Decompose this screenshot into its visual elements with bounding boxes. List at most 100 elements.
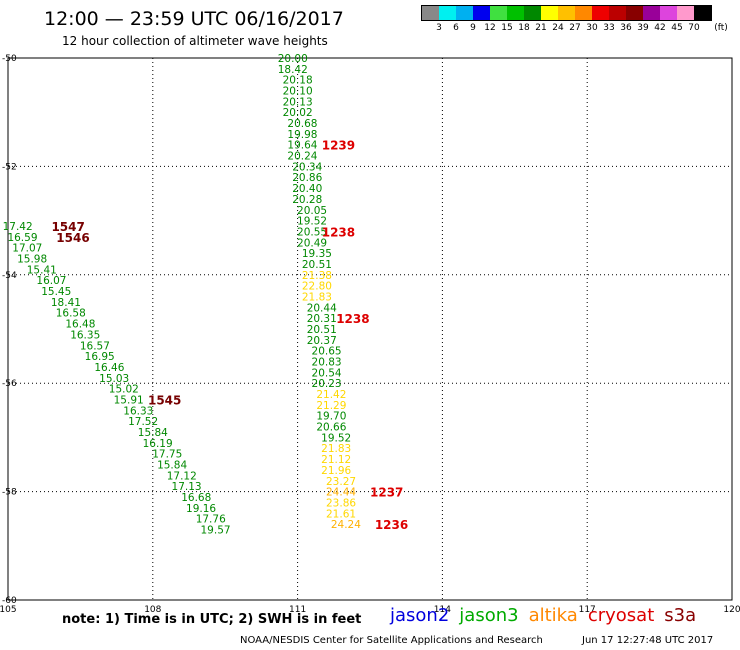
- wave-height-label: 15.45: [41, 286, 71, 298]
- wave-height-label: 15.84: [138, 427, 168, 439]
- color-scale-tick: 33: [603, 23, 615, 33]
- wave-height-label: 20.24: [287, 151, 317, 163]
- color-swatch: [439, 6, 456, 20]
- color-scale-swatches: [421, 5, 712, 21]
- wave-height-label: 16.48: [65, 319, 95, 331]
- wave-height-label: 17.13: [172, 481, 202, 493]
- color-swatch: [473, 6, 490, 20]
- pass-time-label: 1238: [322, 225, 355, 239]
- footer-credit: NOAA/NESDIS Center for Satellite Applica…: [240, 635, 543, 646]
- wave-height-label: 20.05: [297, 205, 327, 217]
- page-subtitle: 12 hour collection of altimeter wave hei…: [62, 34, 328, 48]
- wave-height-label: 19.64: [287, 140, 317, 152]
- wave-height-label: 16.68: [181, 492, 211, 504]
- wave-height-label: 20.83: [312, 357, 342, 369]
- color-swatch: [490, 6, 507, 20]
- wave-height-label: 16.58: [56, 308, 86, 320]
- wave-height-label: 15.03: [99, 373, 129, 385]
- y-tick-label: -54: [2, 271, 17, 281]
- wave-height-label: 20.54: [312, 367, 342, 379]
- color-swatch: [422, 6, 439, 20]
- wave-height-label: 18.42: [278, 64, 308, 76]
- pass-time-label: 1239: [322, 139, 355, 153]
- y-tick-label: -50: [2, 54, 17, 64]
- color-scale-tick: 39: [637, 23, 649, 33]
- wave-height-label: 19.35: [302, 248, 332, 260]
- color-scale-tick: 24: [552, 23, 564, 33]
- wave-height-label: 20.65: [312, 346, 342, 358]
- wave-height-label: 19.57: [201, 525, 231, 537]
- wave-height-label: 20.10: [283, 86, 313, 98]
- wave-height-label: 20.44: [307, 302, 337, 314]
- wave-height-label: 20.68: [287, 118, 317, 130]
- wave-height-label: 18.41: [51, 297, 81, 309]
- wave-height-label: 20.51: [307, 324, 337, 336]
- wave-height-label: 19.52: [297, 216, 327, 228]
- wave-height-label: 16.59: [7, 232, 37, 244]
- wave-height-label: 17.12: [167, 470, 197, 482]
- pass-time-label: 1546: [56, 231, 89, 245]
- wave-height-label: 20.86: [292, 172, 322, 184]
- pass-time-label: 1545: [148, 393, 181, 407]
- satellite-legend-item: jason3: [459, 605, 519, 626]
- color-scale-tick: 45: [671, 23, 683, 33]
- color-swatch: [541, 6, 558, 20]
- wave-height-label: 21.29: [316, 400, 346, 412]
- pass-time-label: 1547: [51, 220, 84, 234]
- color-swatch: [524, 6, 541, 20]
- page-title: 12:00 — 23:59 UTC 06/16/2017: [44, 8, 344, 30]
- wave-height-label: 21.42: [316, 389, 346, 401]
- wave-height-label: 17.42: [3, 221, 33, 233]
- satellite-legend-item: jason2: [390, 605, 450, 626]
- color-swatch: [592, 6, 609, 20]
- color-swatch: [456, 6, 473, 20]
- wave-height-label: 23.86: [326, 497, 356, 509]
- wave-height-label: 21.12: [321, 454, 351, 466]
- wave-height-label: 22.80: [302, 281, 332, 293]
- x-tick-label: 117: [579, 605, 596, 615]
- wave-height-label: 20.40: [292, 183, 322, 195]
- color-swatch: [609, 6, 626, 20]
- wave-height-label: 21.38: [302, 270, 332, 282]
- color-swatch: [694, 6, 711, 20]
- wave-height-label: 20.02: [283, 107, 313, 119]
- wave-height-label: 16.95: [85, 351, 115, 363]
- y-tick-label: -58: [2, 488, 17, 498]
- wave-height-label: 16.46: [94, 362, 124, 374]
- wave-height-label: 15.02: [109, 384, 139, 396]
- y-tick-label: -56: [2, 379, 17, 389]
- wave-height-label: 20.23: [312, 378, 342, 390]
- wave-height-label: 19.52: [321, 432, 351, 444]
- color-scale-tick: 21: [535, 23, 547, 33]
- wave-height-label: 15.41: [27, 264, 57, 276]
- color-scale-labels: 3 6 9 12 15 18 21 24 27 30 33 36 39 42 45 70 (ft): [421, 21, 728, 35]
- color-scale-tick: 36: [620, 23, 632, 33]
- y-tick-label: -52: [2, 162, 17, 172]
- satellite-legend: jason2 jason3 altika cryosat s3a: [390, 605, 696, 626]
- color-scale-tick: 27: [569, 23, 581, 33]
- x-tick-label: 108: [144, 605, 161, 615]
- wave-height-label: 16.35: [70, 329, 100, 341]
- color-swatch: [660, 6, 677, 20]
- wave-height-label: 21.83: [321, 443, 351, 455]
- color-scale-legend: 3 6 9 12 15 18 21 24 27 30 33 36 39 42 45 70 (ft): [421, 5, 728, 35]
- wave-height-label: 24.44: [326, 487, 356, 499]
- map-frame: [7, 57, 733, 601]
- satellite-legend-item: altika: [528, 605, 578, 626]
- color-swatch: [677, 6, 694, 20]
- wave-height-label: 20.34: [292, 161, 322, 173]
- wave-height-label: 17.52: [128, 416, 158, 428]
- wave-height-label: 16.19: [143, 438, 173, 450]
- x-tick-label: 114: [434, 605, 451, 615]
- wave-height-label: 19.70: [316, 411, 346, 423]
- color-swatch: [558, 6, 575, 20]
- wave-height-label: 23.27: [326, 476, 356, 488]
- pass-time-label: 1237: [370, 486, 403, 500]
- wave-height-label: 17.75: [152, 449, 182, 461]
- color-swatch: [575, 6, 592, 20]
- color-scale-tick: 9: [470, 23, 476, 33]
- wave-height-label: 20.51: [302, 259, 332, 271]
- y-tick-label: -60: [2, 596, 17, 606]
- color-scale-tick: 42: [654, 23, 666, 33]
- color-swatch: [643, 6, 660, 20]
